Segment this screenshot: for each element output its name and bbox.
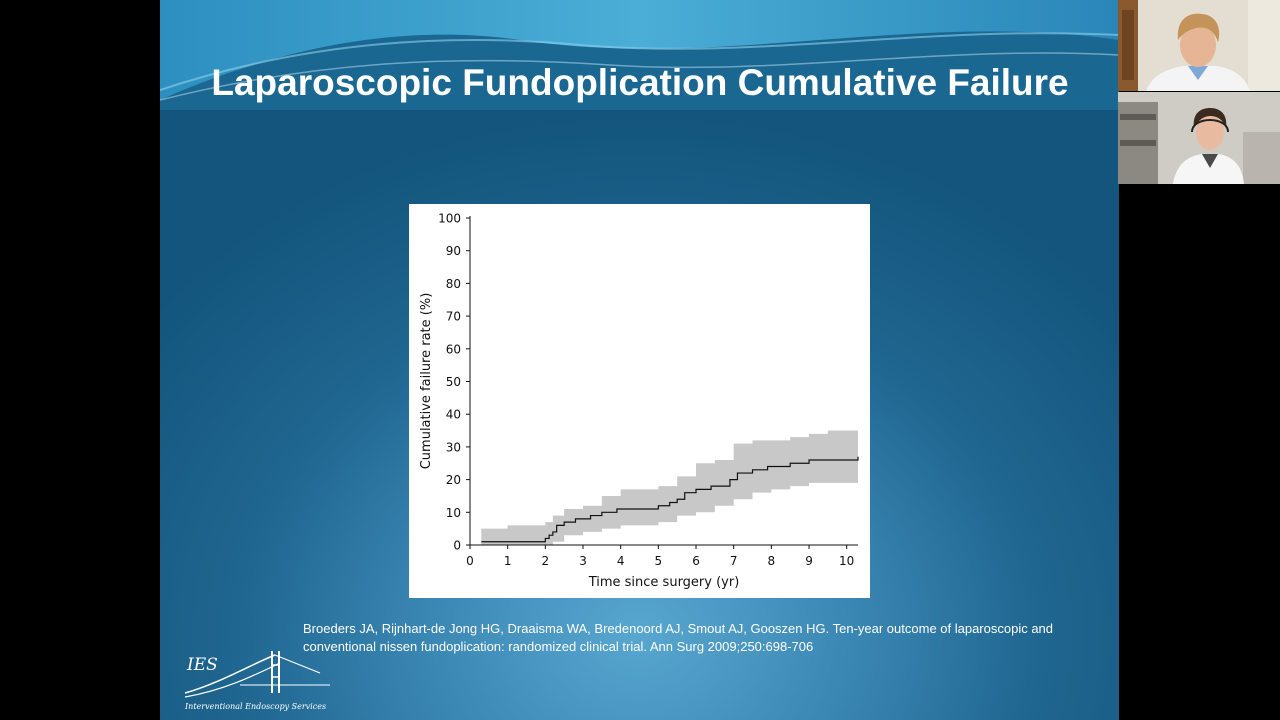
y-tick-label: 100 [438, 212, 461, 226]
chart-panel: 0 10 20 30 40 50 60 70 80 90 100 0 1 2 3 4 5 6 7 8 9 10 Cumul… [409, 204, 870, 598]
y-tick-label: 30 [446, 440, 461, 454]
participant-2-video [1118, 92, 1280, 184]
x-tick-label: 1 [504, 554, 512, 568]
participant-video-tile[interactable] [1118, 0, 1280, 91]
slide-title: Laparoscopic Fundoplication Cumulative F… [211, 62, 1069, 103]
citation-text: Broeders JA, Rijnhart-de Jong HG, Draais… [303, 621, 1054, 654]
x-tick-label: 8 [768, 554, 776, 568]
failure-rate-series-line [481, 456, 859, 543]
y-tick-label: 10 [446, 506, 461, 520]
logo-text: IES [187, 655, 218, 675]
chart-ylabel: Cumulative failure rate (%) [419, 293, 434, 470]
x-tick-label: 7 [730, 554, 738, 568]
participant-video-tile[interactable] [1118, 92, 1280, 184]
y-tick-label: 70 [446, 310, 461, 324]
failure-rate-chart: 0 10 20 30 40 50 60 70 80 90 100 0 1 2 3 4 5 6 7 8 9 10 Cumul… [419, 212, 859, 590]
participant-1-video [1118, 0, 1280, 91]
confidence-band [481, 427, 858, 545]
chart-xlabel: Time since surgery (yr) [588, 575, 740, 590]
x-tick-label: 6 [692, 554, 700, 568]
y-tick-label: 40 [446, 408, 461, 422]
x-tick-label: 9 [805, 554, 813, 568]
x-tick-label: 0 [466, 554, 474, 568]
x-tick-label: 10 [839, 554, 854, 568]
y-tick-label: 50 [446, 375, 461, 389]
x-tick-label: 2 [542, 554, 550, 568]
presentation-slide: Laparoscopic Fundoplication Cumulative F… [160, 0, 1119, 720]
x-tick-label: 3 [579, 554, 587, 568]
bridge-logo-icon [184, 651, 330, 698]
y-tick-label: 0 [453, 539, 461, 553]
x-tick-label: 4 [617, 554, 625, 568]
y-tick-label: 90 [446, 244, 461, 258]
x-tick-label: 5 [655, 554, 663, 568]
y-tick-label: 20 [446, 473, 461, 487]
y-tick-label: 60 [446, 342, 461, 356]
logo-subtitle: Interventional Endoscopy Services [185, 702, 327, 711]
y-tick-label: 80 [446, 277, 461, 291]
slide-header-wave [160, 0, 1119, 110]
